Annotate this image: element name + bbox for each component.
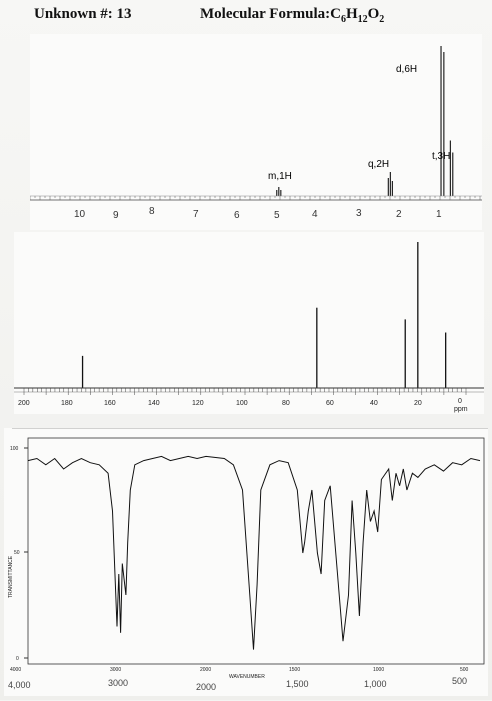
cnmr-tick-200: 200: [18, 400, 30, 407]
peak-label-q2h: q,2H: [368, 159, 389, 170]
carbon-nmr-spectrum: 200 180 160 140 120 100 80 60 40 20 0 pp…: [14, 242, 484, 413]
proton-nmr-panel: d,6H t,3H q,2H m,1H 10 9 8 7 6 5 4 3 2 1: [29, 34, 482, 230]
molecular-formula: Molecular Formula:C6H12O2: [200, 6, 385, 25]
ir-xtick-1000: 1000: [373, 667, 384, 673]
proton-nmr-spectrum: d,6H t,3H q,2H m,1H 10 9 8 7 6 5 4 3 2 1: [29, 46, 482, 221]
peak-label-t3h: t,3H: [432, 151, 450, 162]
cnmr-tick-60: 60: [326, 400, 334, 407]
cnmr-tick-180: 180: [61, 400, 73, 407]
cnmr-tick-80: 80: [282, 400, 290, 407]
ir-ytick-100: 100: [10, 446, 19, 452]
ir-hw-1500: 1,500: [286, 679, 309, 689]
cnmr-tick-40: 40: [370, 400, 378, 407]
ir-hw-1000: 1,000: [364, 679, 387, 689]
hnmr-tick-8: 8: [149, 206, 155, 217]
ir-hw-500: 500: [452, 676, 467, 686]
ir-ytick-50: 50: [14, 550, 20, 556]
hnmr-tick-7: 7: [193, 209, 199, 220]
unknown-number: Unknown #: 13: [34, 6, 132, 22]
cnmr-tick-0: 0: [458, 398, 462, 405]
cnmr-tick-160: 160: [104, 400, 116, 407]
cnmr-tick-140: 140: [148, 400, 160, 407]
hnmr-tick-4: 4: [312, 209, 318, 220]
hnmr-tick-10: 10: [74, 209, 86, 220]
ir-xtick-500: 500: [460, 667, 469, 673]
ir-hw-4000: 4,000: [8, 680, 31, 690]
ir-panel: 100 50 0 TRANSMITTANCE 4000 3000 2000 15…: [4, 427, 488, 696]
peak-label-m1h: m,1H: [268, 171, 292, 182]
ir-xtick-1500: 1500: [289, 667, 300, 673]
ir-ytick-0: 0: [16, 656, 19, 662]
hnmr-tick-1: 1: [436, 209, 442, 220]
hnmr-tick-9: 9: [113, 210, 119, 221]
ir-xtick-4000: 4000: [10, 667, 21, 673]
ir-y-label: TRANSMITTANCE: [8, 555, 14, 598]
ir-hw-2000: 2000: [196, 682, 216, 692]
cnmr-tick-120: 120: [192, 400, 204, 407]
ir-hw-3000: 3000: [108, 678, 128, 688]
cnmr-unit: ppm: [454, 406, 468, 413]
hnmr-tick-3: 3: [356, 208, 362, 219]
ir-trace-line: [27, 455, 481, 650]
hnmr-tick-6: 6: [234, 210, 240, 221]
ir-x-label: WAVENUMBER: [229, 674, 265, 680]
ir-spectrum: 100 50 0 TRANSMITTANCE 4000 3000 2000 15…: [8, 427, 488, 692]
ir-xtick-3000: 3000: [110, 667, 121, 673]
sheet-header: Unknown #: 13 Molecular Formula:C6H12O2: [0, 2, 492, 28]
carbon-nmr-panel: 200 180 160 140 120 100 80 60 40 20 0 pp…: [14, 232, 484, 414]
cnmr-tick-100: 100: [236, 400, 248, 407]
hnmr-tick-2: 2: [396, 209, 402, 220]
peak-label-d6h: d,6H: [396, 64, 417, 75]
hnmr-tick-5: 5: [274, 210, 280, 221]
cnmr-tick-20: 20: [414, 400, 422, 407]
ir-xtick-2000: 2000: [200, 667, 211, 673]
